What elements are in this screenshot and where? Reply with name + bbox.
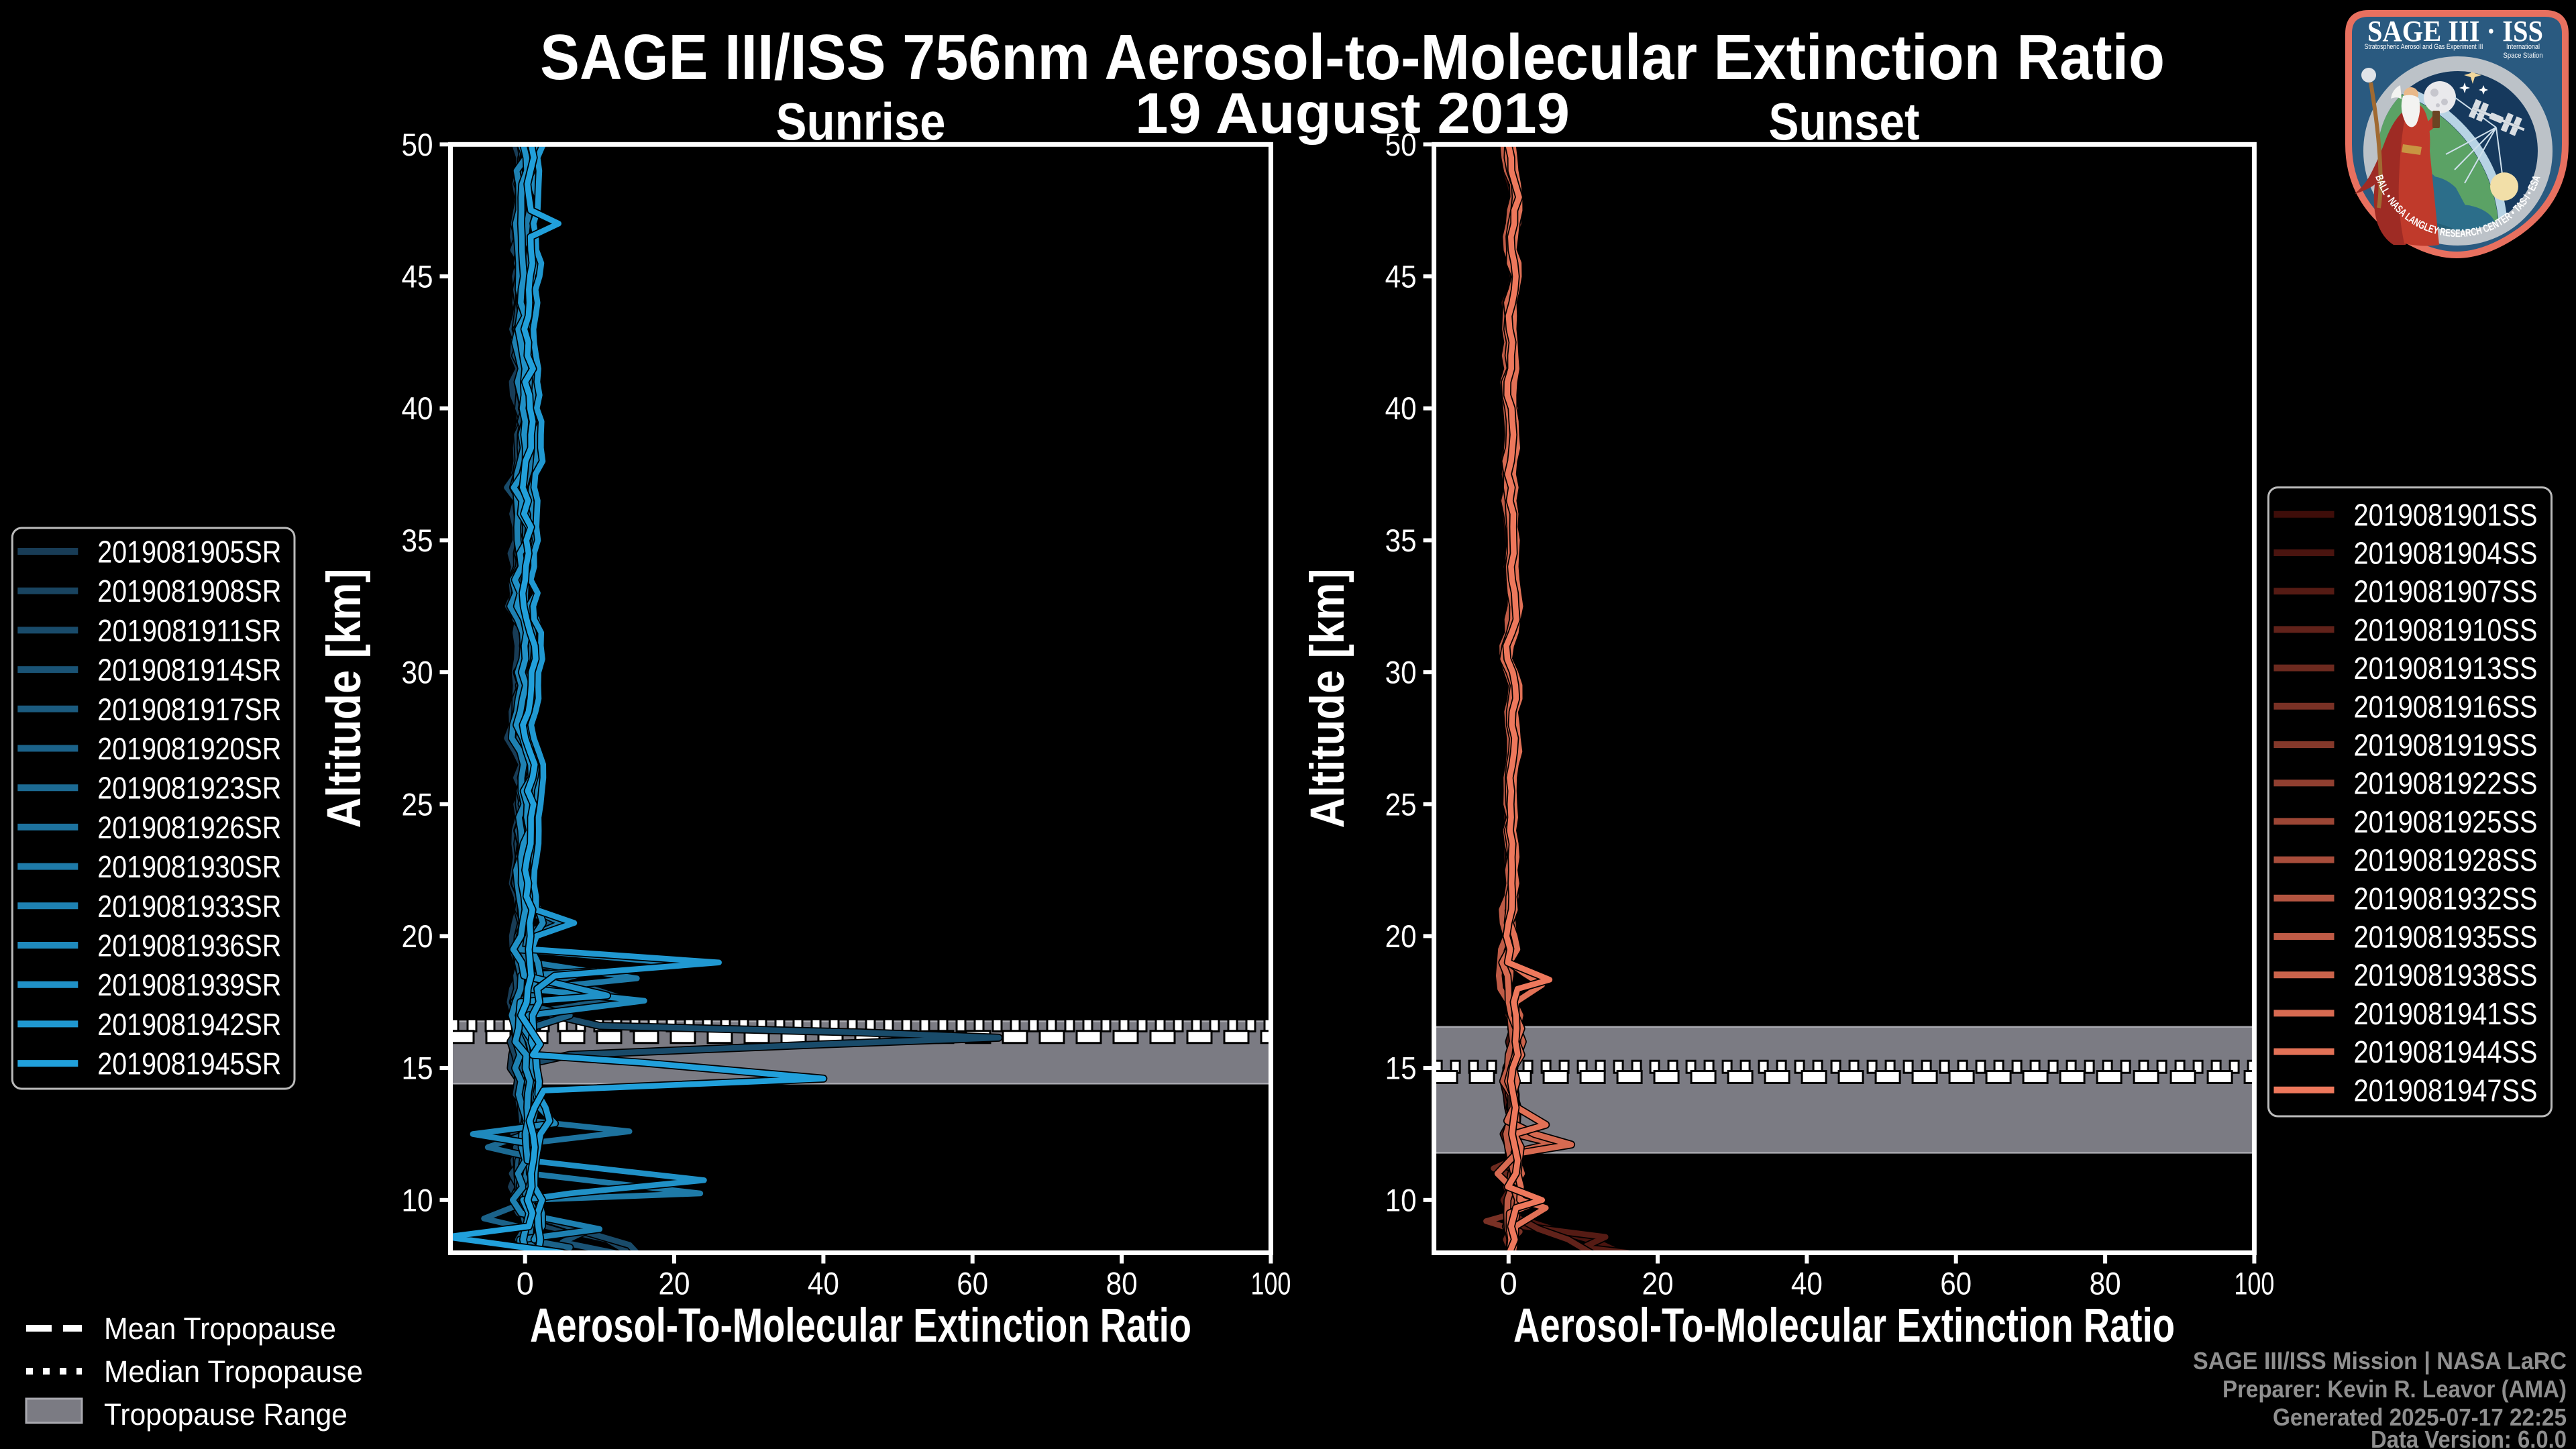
svg-text:40: 40 xyxy=(1385,390,1417,426)
svg-text:SAGE III · ISS: SAGE III · ISS xyxy=(2367,15,2543,48)
svg-text:2019081926SR: 2019081926SR xyxy=(97,810,281,845)
svg-text:10: 10 xyxy=(402,1182,433,1218)
svg-text:2019081935SS: 2019081935SS xyxy=(2354,920,2538,955)
svg-text:2019081947SS: 2019081947SS xyxy=(2354,1073,2538,1108)
svg-text:2019081907SS: 2019081907SS xyxy=(2354,574,2538,609)
svg-text:80: 80 xyxy=(2090,1266,2121,1301)
svg-text:Sunset: Sunset xyxy=(1769,92,1920,151)
svg-text:50: 50 xyxy=(402,127,433,162)
svg-text:Median Tropopause: Median Tropopause xyxy=(104,1354,363,1389)
svg-text:25: 25 xyxy=(402,786,433,822)
svg-text:35: 35 xyxy=(402,523,433,558)
svg-text:2019081910SS: 2019081910SS xyxy=(2354,612,2538,647)
svg-text:2019081913SS: 2019081913SS xyxy=(2354,651,2538,686)
svg-text:Altitude [km]: Altitude [km] xyxy=(1301,569,1354,828)
svg-text:2019081925SS: 2019081925SS xyxy=(2354,804,2538,839)
svg-text:2019081901SS: 2019081901SS xyxy=(2354,497,2538,532)
svg-text:60: 60 xyxy=(1940,1266,1972,1301)
svg-text:25: 25 xyxy=(1385,786,1417,822)
svg-text:0: 0 xyxy=(517,1266,534,1301)
svg-text:Aerosol-To-Molecular Extinctio: Aerosol-To-Molecular Extinction Ratio xyxy=(1513,1299,2175,1352)
svg-text:2019081928SS: 2019081928SS xyxy=(2354,843,2538,877)
svg-text:45: 45 xyxy=(1385,259,1417,294)
svg-text:Stratospheric Aerosol and Gas: Stratospheric Aerosol and Gas Experiment… xyxy=(2365,43,2483,51)
svg-text:2019081916SS: 2019081916SS xyxy=(2354,689,2538,724)
svg-text:2019081939SR: 2019081939SR xyxy=(97,967,281,1002)
svg-text:2019081905SR: 2019081905SR xyxy=(97,535,281,570)
svg-text:2019081938SS: 2019081938SS xyxy=(2354,958,2538,993)
svg-text:20: 20 xyxy=(659,1266,690,1301)
svg-text:35: 35 xyxy=(1385,523,1417,558)
svg-text:2019081919SS: 2019081919SS xyxy=(2354,728,2538,763)
svg-text:2019081945SR: 2019081945SR xyxy=(97,1046,281,1081)
svg-text:100: 100 xyxy=(1250,1266,1291,1301)
svg-text:2019081933SR: 2019081933SR xyxy=(97,889,281,924)
svg-text:20: 20 xyxy=(402,918,433,954)
svg-text:2019081932SS: 2019081932SS xyxy=(2354,881,2538,916)
svg-text:Altitude [km]: Altitude [km] xyxy=(318,569,371,828)
svg-text:45: 45 xyxy=(402,259,433,294)
svg-text:Preparer: Kevin R. Leavor (AMA: Preparer: Kevin R. Leavor (AMA) xyxy=(2222,1375,2567,1403)
svg-text:15: 15 xyxy=(402,1051,433,1086)
svg-text:2019081908SR: 2019081908SR xyxy=(97,574,281,608)
svg-text:30: 30 xyxy=(1385,655,1417,690)
svg-text:Data Version: 6.0.0: Data Version: 6.0.0 xyxy=(2371,1426,2567,1449)
svg-text:SAGE III/ISS Mission | NASA La: SAGE III/ISS Mission | NASA LaRC xyxy=(2193,1347,2567,1375)
svg-text:0: 0 xyxy=(1500,1266,1517,1301)
svg-text:20: 20 xyxy=(1385,918,1417,954)
svg-text:2019081930SR: 2019081930SR xyxy=(97,849,281,884)
svg-text:2019081914SR: 2019081914SR xyxy=(97,653,281,688)
svg-text:2019081942SR: 2019081942SR xyxy=(97,1007,281,1042)
svg-text:2019081936SR: 2019081936SR xyxy=(97,928,281,963)
svg-text:2019081923SR: 2019081923SR xyxy=(97,771,281,806)
svg-text:2019081920SR: 2019081920SR xyxy=(97,731,281,766)
svg-text:20: 20 xyxy=(1642,1266,1674,1301)
svg-text:2019081917SR: 2019081917SR xyxy=(97,692,281,727)
svg-text:40: 40 xyxy=(402,390,433,426)
svg-text:2019081911SR: 2019081911SR xyxy=(97,613,281,648)
svg-text:Generated 2025-07-17 22:25: Generated 2025-07-17 22:25 xyxy=(2273,1403,2567,1431)
svg-text:Sunrise: Sunrise xyxy=(776,92,946,151)
svg-text:2019081904SS: 2019081904SS xyxy=(2354,536,2538,571)
svg-text:10: 10 xyxy=(1385,1182,1417,1218)
svg-text:International: International xyxy=(2506,43,2540,51)
svg-text:40: 40 xyxy=(808,1266,839,1301)
svg-text:100: 100 xyxy=(2234,1266,2274,1301)
svg-text:Space Station: Space Station xyxy=(2504,52,2543,60)
svg-text:19 August 2019: 19 August 2019 xyxy=(1135,82,1570,146)
svg-text:Tropopause Range: Tropopause Range xyxy=(104,1397,347,1432)
svg-text:80: 80 xyxy=(1106,1266,1138,1301)
svg-text:2019081944SS: 2019081944SS xyxy=(2354,1034,2538,1069)
svg-text:SAGE III/ISS 756nm Aerosol-to-: SAGE III/ISS 756nm Aerosol-to-Molecular … xyxy=(540,21,2165,93)
svg-text:2019081922SS: 2019081922SS xyxy=(2354,766,2538,801)
svg-text:Aerosol-To-Molecular Extinctio: Aerosol-To-Molecular Extinction Ratio xyxy=(530,1299,1191,1352)
svg-text:Mean Tropopause: Mean Tropopause xyxy=(104,1311,336,1346)
svg-text:60: 60 xyxy=(957,1266,988,1301)
svg-text:40: 40 xyxy=(1791,1266,1823,1301)
svg-text:30: 30 xyxy=(402,655,433,690)
svg-text:50: 50 xyxy=(1385,127,1417,162)
svg-text:15: 15 xyxy=(1385,1051,1417,1086)
svg-text:2019081941SS: 2019081941SS xyxy=(2354,996,2538,1031)
